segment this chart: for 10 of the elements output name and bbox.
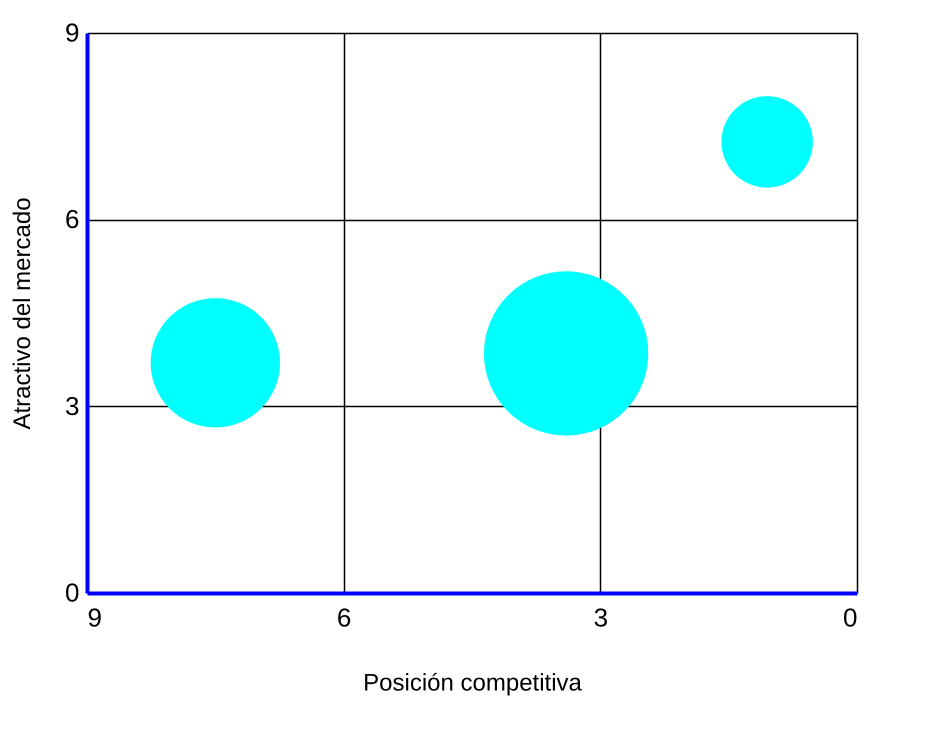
x-tick-label: 6 [336, 602, 352, 632]
y-axis-title: Atractivo del mercado [9, 197, 36, 430]
x-tick-label: 9 [88, 602, 102, 632]
y-tick-label: 6 [65, 204, 80, 234]
y-tick-label: 9 [65, 18, 80, 48]
x-tick-label: 3 [594, 602, 608, 632]
x-axis-title: Posición competitiva [363, 670, 583, 696]
x-tick-label: 0 [843, 602, 858, 632]
y-tick-label: 3 [65, 390, 80, 421]
y-tick-label: 0 [65, 578, 80, 608]
